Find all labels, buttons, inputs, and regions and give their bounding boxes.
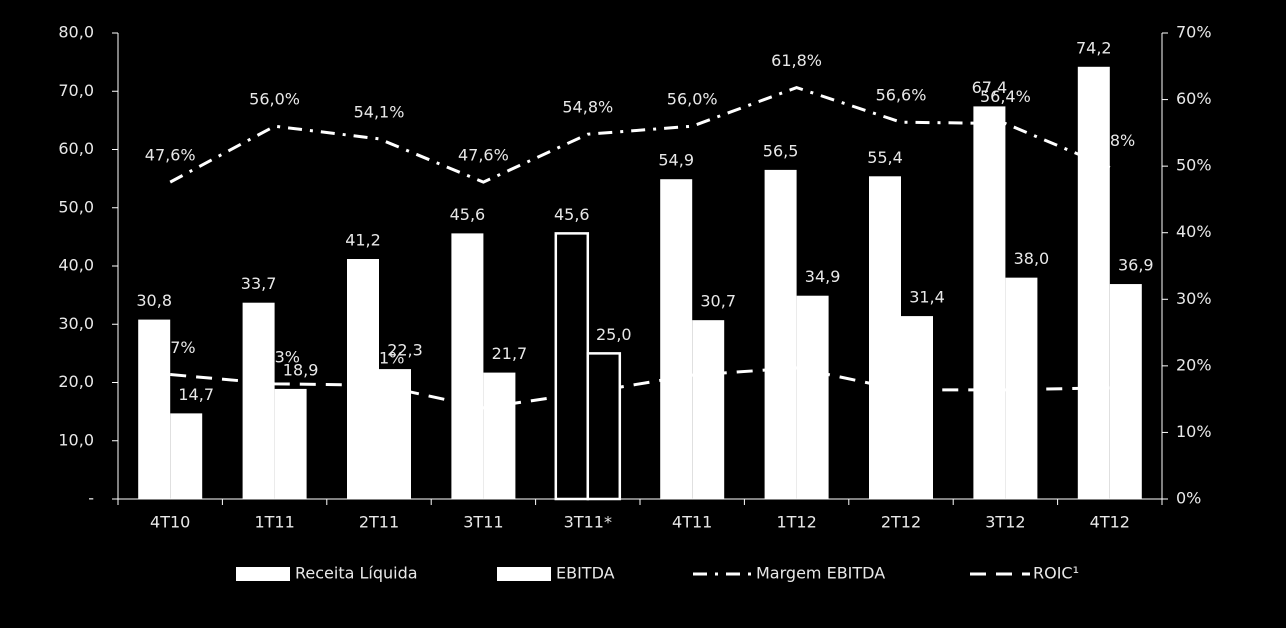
bar	[554, 232, 590, 501]
bar	[242, 302, 275, 499]
bar-value-label: 33,7	[241, 274, 277, 293]
y-tick-label: 30,0	[58, 314, 94, 333]
y2-tick-label: 0%	[1176, 489, 1201, 508]
bar	[274, 388, 307, 499]
bar	[764, 169, 797, 499]
y-tick-label: 40,0	[58, 256, 94, 275]
bar	[901, 316, 933, 499]
bar-value-label: 56,5	[763, 141, 799, 160]
legend-swatch	[497, 567, 551, 581]
y2-tick-label: 60%	[1176, 89, 1212, 108]
legend-label: Receita Líquida	[295, 564, 418, 583]
bar	[347, 259, 379, 499]
legend-label: EBITDA	[556, 564, 615, 583]
bar	[170, 413, 203, 499]
line-value-label: 47,6%	[145, 146, 196, 165]
y2-tick-label: 40%	[1176, 222, 1212, 241]
y2-tick-label: 20%	[1176, 355, 1212, 374]
bar-value-label: 41,2	[345, 231, 381, 250]
bar	[869, 176, 901, 500]
x-tick-label: 2T11	[359, 513, 399, 532]
bar-value-label: 14,7	[178, 385, 214, 404]
bar-value-label: 55,4	[867, 148, 903, 167]
line-value-label: 47,6%	[458, 146, 509, 165]
line-series	[170, 366, 1110, 410]
bar-value-label: 45,6	[450, 205, 486, 224]
x-tick-label: 3T11*	[564, 513, 612, 532]
x-tick-label: 2T12	[881, 513, 921, 532]
bar-value-label: 38,0	[1014, 249, 1050, 268]
legend-label: ROIC¹	[1033, 564, 1079, 583]
line-value-label: 54,1%	[354, 102, 405, 121]
x-tick-label: 4T12	[1090, 513, 1130, 532]
bar	[1109, 284, 1142, 499]
line-value-label: 56,6%	[876, 86, 927, 105]
bar	[1077, 66, 1110, 499]
y-tick-label: 20,0	[58, 372, 94, 391]
x-tick-label: 1T11	[254, 513, 294, 532]
line-value-label: 56,0%	[249, 90, 300, 109]
line-value-label: 54,8%	[562, 98, 613, 117]
x-tick-label: 1T12	[776, 513, 816, 532]
x-tick-label: 3T11	[463, 513, 503, 532]
y2-tick-label: 50%	[1176, 156, 1212, 175]
bar	[1005, 277, 1038, 499]
y2-tick-label: 70%	[1176, 23, 1212, 42]
line-series	[169, 85, 1111, 184]
bar-value-label: 45,6	[554, 205, 590, 224]
line-value-label: 56,0%	[667, 90, 718, 109]
y-tick-label: 10,0	[58, 430, 94, 449]
y-tick-label: 50,0	[58, 197, 94, 216]
x-tick-label: 3T12	[985, 513, 1025, 532]
bar	[586, 352, 622, 501]
bar-value-label: 36,9	[1118, 256, 1154, 275]
y-tick-label: -	[88, 489, 94, 508]
line-value-label: 56,4%	[980, 87, 1031, 106]
y-tick-label: 60,0	[58, 139, 94, 158]
bar	[796, 295, 829, 499]
x-tick-label: 4T10	[150, 513, 190, 532]
bar	[660, 179, 693, 499]
y-tick-label: 70,0	[58, 81, 94, 100]
y2-tick-label: 30%	[1176, 289, 1212, 308]
bar-value-label: 30,8	[136, 291, 172, 310]
line-value-label: 61,8%	[771, 51, 822, 70]
y-tick-label: 80,0	[58, 23, 94, 42]
bar-value-label: 54,9	[658, 151, 694, 170]
bar	[483, 372, 516, 499]
legend-swatch	[236, 567, 290, 581]
bar-value-label: 34,9	[805, 267, 841, 286]
bar	[973, 106, 1006, 500]
bar-value-label: 31,4	[909, 288, 945, 307]
bar-value-label: 30,7	[700, 292, 736, 311]
bar-value-label: 21,7	[492, 344, 528, 363]
bar	[138, 319, 171, 499]
bar-value-label: 18,9	[283, 360, 319, 379]
y2-tick-label: 10%	[1176, 422, 1212, 441]
bar	[692, 320, 725, 499]
bar-value-label: 67,4	[972, 78, 1008, 97]
bar	[379, 369, 411, 499]
bar-value-label: 74,2	[1076, 38, 1112, 57]
bar-value-label: 22,3	[387, 341, 423, 360]
bar-value-label: 25,0	[596, 325, 632, 344]
legend-label: Margem EBITDA	[756, 564, 885, 583]
bar	[451, 233, 484, 499]
x-tick-label: 4T11	[672, 513, 712, 532]
